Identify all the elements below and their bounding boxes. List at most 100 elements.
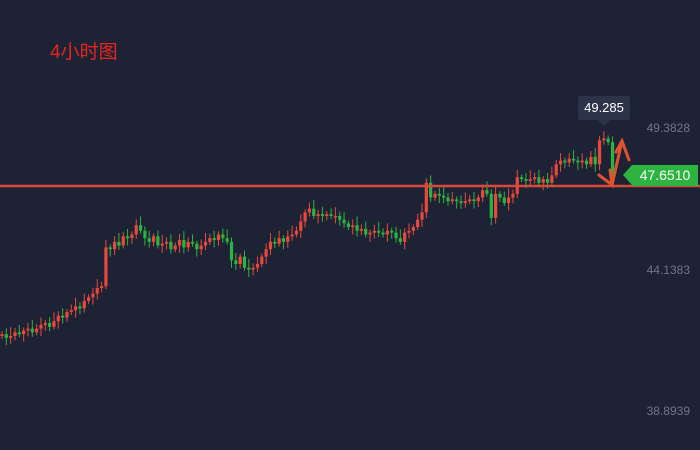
candle	[199, 245, 203, 250]
candle	[147, 238, 151, 242]
candle	[221, 234, 225, 239]
candle	[255, 264, 260, 268]
candle	[550, 175, 554, 183]
candle	[247, 267, 251, 270]
candle	[520, 177, 524, 180]
candle	[260, 256, 264, 265]
candle	[242, 256, 247, 268]
candle	[364, 228, 368, 235]
candle	[589, 156, 593, 165]
candle	[43, 323, 47, 325]
candle	[511, 193, 515, 198]
candle	[498, 193, 502, 198]
candle	[268, 241, 273, 250]
candle	[208, 238, 212, 242]
candle	[0, 334, 4, 337]
candles	[0, 131, 615, 346]
candle	[134, 225, 138, 235]
candle	[294, 230, 299, 235]
candle	[485, 190, 489, 194]
candle	[143, 230, 147, 239]
candle	[99, 286, 104, 289]
candle	[528, 179, 532, 181]
candle	[580, 160, 584, 163]
candle	[130, 234, 134, 239]
candle	[177, 240, 182, 246]
candle	[212, 238, 216, 241]
candle	[424, 182, 428, 213]
chart-title: 4小时图	[50, 42, 118, 63]
candle	[398, 238, 402, 242]
candle	[468, 199, 472, 202]
candle	[48, 323, 52, 327]
candle	[338, 215, 342, 220]
price-tooltip: 49.285	[578, 96, 630, 126]
candle	[325, 214, 329, 216]
candle	[602, 138, 606, 141]
candle	[17, 332, 21, 335]
candle	[125, 236, 130, 239]
candle	[4, 334, 8, 338]
candle	[420, 212, 424, 220]
candle	[571, 158, 576, 161]
candle	[563, 160, 567, 163]
candle	[238, 256, 242, 265]
candle	[52, 321, 56, 327]
candle	[411, 227, 415, 231]
candle	[329, 214, 333, 216]
candle	[377, 230, 381, 233]
candle	[35, 328, 39, 333]
candle	[355, 225, 359, 231]
candle	[173, 245, 177, 250]
candle	[403, 232, 407, 242]
candle	[61, 315, 65, 318]
candle	[312, 208, 316, 216]
y-tick-label: 38.8939	[646, 404, 690, 418]
candle	[481, 190, 485, 198]
candle	[494, 193, 498, 218]
candle	[429, 182, 433, 198]
candle	[186, 241, 190, 248]
candle	[216, 234, 221, 241]
candle	[65, 312, 69, 318]
candle	[450, 199, 454, 202]
candle	[463, 201, 467, 204]
candle	[104, 247, 108, 287]
candle	[182, 240, 186, 248]
candle	[169, 241, 173, 250]
candle	[524, 179, 528, 181]
candle	[112, 241, 117, 250]
candle	[160, 243, 164, 246]
candle	[303, 212, 307, 222]
candle	[333, 215, 338, 218]
candle	[455, 199, 459, 202]
candle	[264, 249, 268, 257]
candle	[13, 332, 17, 337]
candle	[91, 293, 95, 298]
candle	[359, 228, 363, 231]
candle	[164, 241, 169, 244]
candle	[541, 179, 545, 183]
candle	[121, 236, 125, 246]
candle	[537, 177, 541, 183]
candle	[229, 241, 234, 261]
y-tick-label: 49.3828	[646, 121, 690, 135]
candle	[554, 164, 558, 176]
candle	[39, 324, 43, 329]
candle	[593, 156, 597, 165]
candle	[225, 238, 229, 242]
y-tick-label: 44.1383	[646, 263, 690, 277]
current-price-tag: 47.6510	[623, 165, 698, 186]
candle	[190, 241, 195, 244]
candle	[433, 193, 437, 198]
candle	[532, 177, 537, 180]
candle	[203, 241, 208, 246]
candle	[290, 234, 294, 237]
candle	[567, 158, 571, 163]
candle	[281, 238, 286, 242]
candle	[273, 241, 277, 244]
candle	[320, 214, 325, 216]
candle	[316, 214, 320, 216]
candle	[545, 179, 550, 183]
